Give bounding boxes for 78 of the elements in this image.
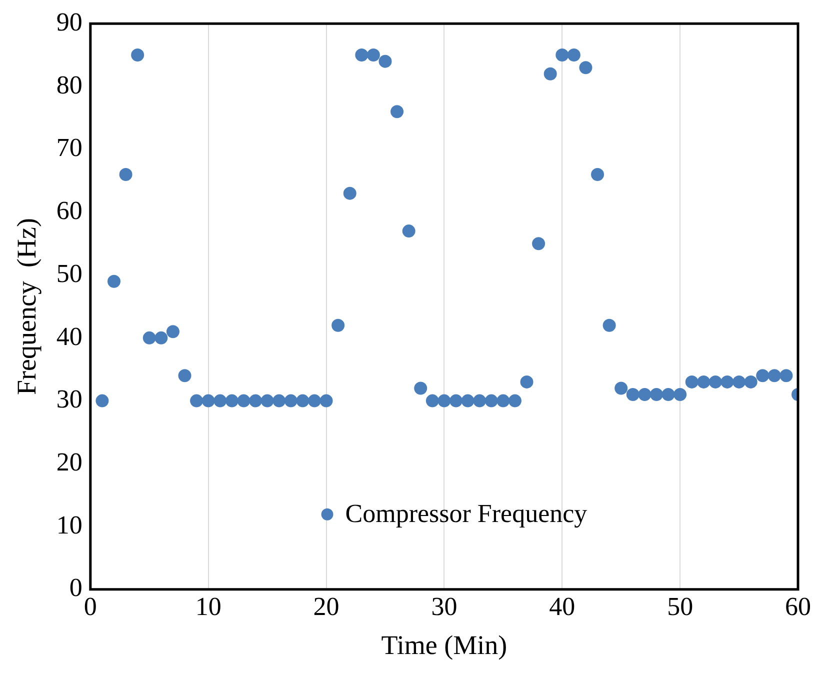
point [214,394,227,408]
point [131,48,144,62]
point [142,331,156,344]
point [390,105,404,118]
point [602,318,616,332]
x-tick-label: 60 [785,592,811,621]
point [426,394,439,408]
point [579,61,592,74]
point [697,375,710,388]
point [308,394,321,408]
y-tick-label: 40 [56,322,82,351]
point [744,375,758,388]
point [237,394,250,408]
point [107,274,120,288]
point [591,168,604,181]
point [343,186,356,200]
point [284,394,298,408]
y-tick-label: 20 [56,447,82,476]
point [96,394,109,408]
y-tick-label: 60 [56,196,82,226]
point [567,48,580,62]
point [438,394,451,408]
point [685,375,698,388]
point [378,54,392,68]
x-tick-label: 30 [431,592,458,621]
y-tick-label: 0 [69,573,82,602]
point [756,369,770,382]
point [473,394,486,408]
point [614,382,628,395]
point [638,388,652,402]
point [720,375,734,388]
point [780,369,793,382]
point [202,394,215,408]
point [154,331,168,344]
point [332,318,345,332]
point [768,369,781,382]
point [272,394,286,408]
point [650,388,663,402]
point [225,394,238,408]
y-tick-label: 10 [56,510,82,540]
x-tick-label: 50 [667,592,694,621]
point [260,394,274,408]
y-tick-label: 30 [56,384,82,414]
point [496,394,510,408]
point [414,382,428,395]
point [662,388,675,402]
point [732,375,746,388]
point [178,369,192,382]
point [190,394,204,408]
point [296,394,310,408]
x-tick-label: 20 [313,592,340,621]
point [320,394,333,408]
point [708,375,722,388]
point [166,325,180,338]
y-tick-label: 50 [56,258,82,288]
y-tick-label: 90 [56,7,82,36]
point [461,394,474,408]
x-axis-title: Time (Min) [381,630,508,660]
point [484,394,498,408]
point [119,168,132,181]
point [556,48,569,62]
point [355,48,368,62]
x-tick-label: 10 [195,592,222,621]
legend-label: Compressor Frequency [345,499,588,528]
point [532,237,546,250]
x-tick-label: 40 [549,592,576,621]
point [626,388,640,402]
point [520,375,534,388]
y-tick-label: 70 [56,133,82,162]
y-axis-title: Frequency (Hz) [11,218,42,395]
point [544,67,557,80]
point [449,394,462,408]
point [402,224,416,238]
point [366,48,380,62]
point [674,388,687,402]
point [508,394,522,408]
y-tick-label: 80 [56,70,82,100]
point [249,394,262,408]
